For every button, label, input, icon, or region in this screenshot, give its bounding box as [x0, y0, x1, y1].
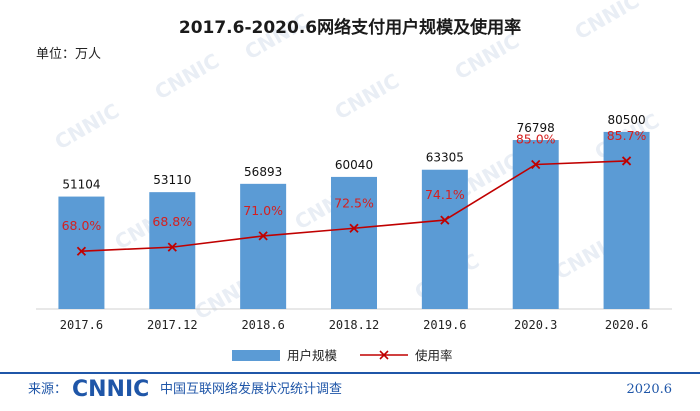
x-tick-label: 2020.6 — [605, 318, 648, 332]
unit-label: 单位：万人 — [36, 47, 101, 62]
footer-divider — [0, 372, 700, 374]
bar-value-label: 76798 — [517, 121, 555, 135]
legend-bar-swatch — [232, 350, 280, 361]
bar — [421, 169, 468, 309]
x-tick-label: 2018.6 — [241, 318, 284, 332]
rate-value-label: 74.1% — [425, 187, 465, 202]
bar — [331, 176, 377, 309]
rate-point-marker — [167, 242, 177, 252]
rate-point-marker — [349, 223, 359, 233]
watermark-text: CNNIC — [151, 48, 224, 104]
watermark-text: CNNIC — [571, 0, 644, 44]
bar-value-label: 56893 — [244, 165, 282, 179]
bar-value-label: 53110 — [153, 173, 191, 187]
bar-value-label: 51104 — [62, 178, 100, 192]
chart-title: 2017.6-2020.6网络支付用户规模及使用率 — [179, 17, 521, 38]
bar — [58, 196, 105, 309]
bar — [603, 131, 650, 309]
legend-line-label: 使用率 — [415, 348, 453, 363]
x-tick-label: 2018.12 — [329, 318, 380, 332]
rate-point-marker — [258, 231, 268, 241]
cnnic-logo: CNNIC — [72, 377, 149, 402]
footer-date: 2020.6 — [627, 382, 673, 397]
rate-value-label: 71.0% — [243, 203, 283, 218]
bar — [240, 183, 287, 309]
rate-value-label: 85.7% — [607, 128, 647, 143]
watermark-text: CNNIC — [331, 68, 404, 124]
rate-point-marker — [531, 159, 541, 170]
x-tick-label: 2017.6 — [60, 318, 103, 332]
bar — [149, 192, 196, 309]
rate-point-marker — [76, 246, 87, 256]
bar-value-label: 63305 — [426, 151, 464, 165]
footer-org-name: 中国互联网络发展状况统计调查 — [160, 381, 342, 397]
rate-point-marker — [621, 156, 632, 166]
x-tick-label: 2017.12 — [147, 318, 198, 332]
footer-source-label: 来源： — [28, 382, 67, 397]
legend: 用户规模 使用率 — [232, 348, 453, 363]
x-tick-label: 2020.3 — [514, 318, 557, 332]
bar-series — [58, 131, 650, 309]
rate-value-label: 72.5% — [334, 195, 374, 210]
bar-value-label: 80500 — [607, 113, 645, 127]
legend-cross-marker-icon — [379, 350, 389, 360]
rate-value-label: 68.0% — [62, 218, 102, 233]
rate-point-marker — [440, 215, 450, 225]
footer: 来源： CNNIC 中国互联网络发展状况统计调查 2020.6 — [0, 372, 700, 402]
legend-bar-label: 用户规模 — [287, 348, 338, 363]
x-tick-label: 2019.6 — [423, 318, 466, 332]
rate-line-series: 68.0% 68.8% 71.0% 72.5% 74.1% 85.0% 85.7% — [62, 128, 647, 256]
bar-value-label: 60040 — [335, 158, 373, 172]
bar-value-labels: 51104 53110 56893 60040 63305 76798 80500 — [62, 113, 645, 192]
x-tick-labels: 2017.6 2017.12 2018.6 2018.12 2019.6 2020.3 20… — [60, 318, 649, 332]
watermark-text: CNNIC — [51, 98, 124, 154]
rate-value-label: 68.8% — [152, 214, 192, 229]
rate-value-label: 85.0% — [516, 132, 556, 147]
bar — [512, 140, 559, 309]
